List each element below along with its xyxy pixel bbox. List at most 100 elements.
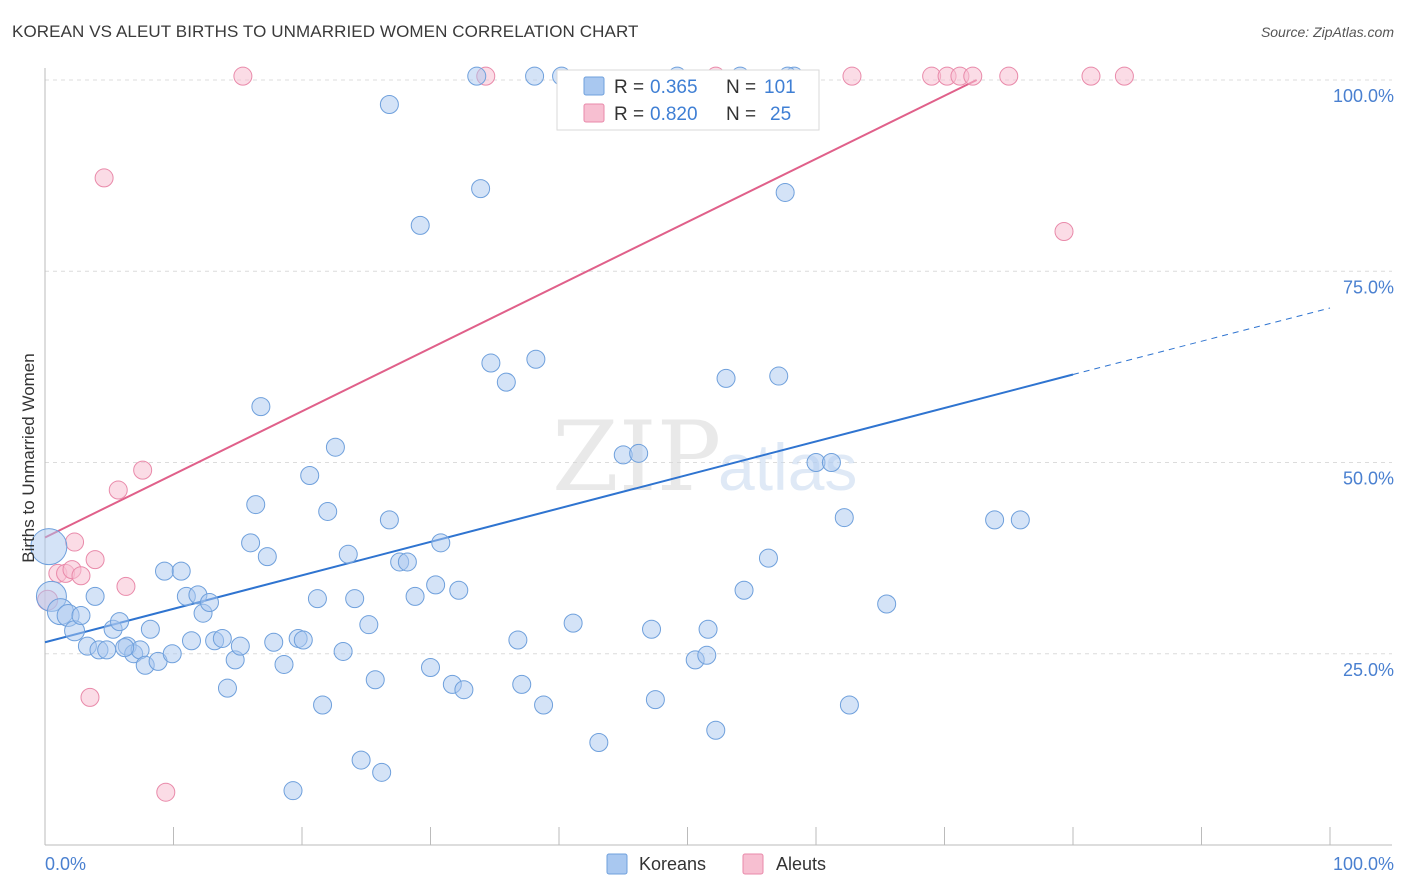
- aleuts-point: [116, 576, 136, 596]
- bottom-legend-koreans-label: Koreans: [639, 854, 706, 874]
- aleuts-point: [108, 480, 128, 500]
- koreans-point: [421, 658, 440, 678]
- legend-koreans-swatch: [583, 76, 605, 96]
- aleuts-point: [156, 782, 176, 802]
- grid-lines: [45, 79, 1392, 655]
- koreans-point: [217, 678, 237, 698]
- aleuts-point: [1054, 221, 1074, 241]
- koreans-point: [426, 575, 446, 595]
- source-credit: Source: ZipAtlas.com: [1260, 24, 1394, 40]
- koreans-point: [171, 561, 191, 581]
- koreans-point: [716, 368, 736, 388]
- koreans-point: [318, 501, 338, 521]
- koreans-point: [563, 613, 583, 633]
- koreans-point: [300, 466, 320, 486]
- koreans-point: [525, 66, 545, 86]
- koreans-point: [1010, 510, 1030, 530]
- koreans-point: [821, 453, 841, 472]
- koreans-point: [467, 66, 487, 86]
- koreans-point: [241, 533, 261, 553]
- koreans-point: [333, 641, 353, 661]
- koreans-point: [769, 366, 789, 386]
- koreans-point: [775, 182, 795, 202]
- koreans-point: [274, 654, 294, 674]
- koreans-point: [71, 606, 91, 625]
- chart-title: KOREAN VS ALEUT BIRTHS TO UNMARRIED WOME…: [12, 22, 639, 41]
- koreans-points: [30, 66, 1030, 801]
- koreans-point: [199, 592, 219, 612]
- aleuts-point: [71, 566, 91, 586]
- koreans-point: [140, 619, 160, 639]
- koreans-point: [264, 632, 284, 652]
- aleuts-point: [94, 168, 114, 188]
- legend-koreans-n-label: N =: [726, 77, 756, 98]
- koreans-point: [307, 589, 327, 609]
- koreans-point: [257, 547, 277, 567]
- bottom-legend-koreans-swatch: [606, 853, 628, 875]
- aleuts-point: [133, 460, 153, 480]
- x-tick-label: 0.0%: [45, 854, 86, 874]
- koreans-point: [449, 580, 469, 600]
- y-tick-label: 75.0%: [1343, 277, 1394, 297]
- koreans-point: [325, 437, 345, 457]
- koreans-point: [345, 589, 365, 609]
- koreans-point: [313, 695, 333, 715]
- koreans-point: [283, 781, 303, 801]
- koreans-point: [338, 544, 358, 564]
- legend-aleuts-r-value: 0.820: [650, 104, 698, 125]
- x-tick-labels: 0.0% 100.0%: [45, 854, 1394, 874]
- aleuts-point: [963, 66, 983, 86]
- koreans-point: [629, 443, 649, 463]
- aleuts-point: [80, 687, 100, 707]
- koreans-point: [508, 630, 528, 650]
- koreans-point: [454, 680, 474, 700]
- koreans-point: [697, 645, 717, 665]
- aleuts-point: [999, 66, 1019, 86]
- koreans-point: [115, 638, 135, 658]
- koreans-point: [758, 548, 778, 568]
- x-tick-label: 100.0%: [1333, 854, 1394, 874]
- aleuts-point: [1081, 66, 1101, 86]
- koreans-point: [471, 179, 491, 199]
- bottom-legend-aleuts-label: Aleuts: [776, 854, 826, 874]
- koreans-point: [359, 615, 379, 635]
- koreans-point: [496, 372, 516, 392]
- koreans-trend-extension: [1072, 307, 1331, 376]
- koreans-point: [97, 640, 117, 660]
- aleuts-point: [1114, 66, 1134, 86]
- koreans-point: [877, 594, 897, 614]
- legend-aleuts-r-label: R =: [614, 104, 644, 125]
- koreans-point: [410, 215, 430, 235]
- koreans-point: [481, 353, 501, 373]
- koreans-point: [293, 630, 313, 650]
- koreans-point: [379, 510, 399, 530]
- koreans-point: [110, 612, 130, 632]
- koreans-point: [246, 495, 266, 515]
- koreans-point: [839, 695, 859, 715]
- axes: [44, 68, 1392, 846]
- y-tick-label: 25.0%: [1343, 660, 1394, 680]
- koreans-point: [162, 644, 182, 664]
- koreans-point: [405, 586, 425, 606]
- y-axis-title: Births to Unmarried Women: [19, 353, 38, 562]
- aleuts-point: [842, 66, 862, 86]
- aleuts-trend-line: [44, 79, 978, 539]
- aleuts-point: [85, 550, 105, 570]
- y-tick-label: 50.0%: [1343, 469, 1394, 489]
- koreans-point: [526, 349, 546, 369]
- bottom-legend: Koreans Aleuts: [606, 853, 826, 875]
- koreans-point: [212, 628, 232, 648]
- koreans-point: [155, 561, 175, 581]
- koreans-point: [642, 619, 662, 639]
- koreans-point: [372, 762, 392, 782]
- trend-lines: [44, 79, 1331, 644]
- koreans-point: [397, 552, 417, 572]
- koreans-point: [85, 586, 105, 606]
- koreans-point: [251, 397, 271, 417]
- koreans-point: [351, 750, 371, 770]
- koreans-point: [230, 636, 250, 656]
- legend-aleuts-n-value: 25: [770, 104, 791, 125]
- koreans-point: [512, 674, 532, 694]
- koreans-point: [706, 720, 726, 740]
